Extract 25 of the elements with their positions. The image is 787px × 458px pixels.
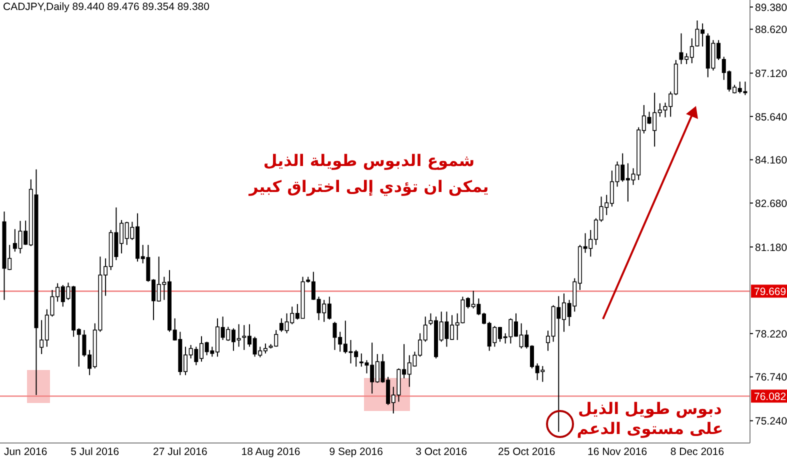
y-tick-label: 89.380 xyxy=(755,2,787,14)
x-tick-label: Jun 2016 xyxy=(4,446,48,458)
y-tick-label: 87.120 xyxy=(755,68,787,80)
x-tick-label: 3 Oct 2016 xyxy=(416,446,468,458)
x-tick-label: 18 Aug 2016 xyxy=(241,446,300,458)
x-tick-label: 5 Jul 2016 xyxy=(70,446,120,458)
x-tick-label: 25 Oct 2016 xyxy=(498,446,556,458)
y-tick-label: 82.680 xyxy=(755,198,787,210)
x-tick-label: 16 Nov 2016 xyxy=(587,446,648,458)
ref-line-label: 79.669 xyxy=(754,286,786,298)
y-tick-label: 76.740 xyxy=(755,372,787,384)
chart-title: CADJPY,Daily 89.440 89.476 89.354 89.380 xyxy=(3,1,210,13)
y-tick-label: 85.640 xyxy=(755,111,787,124)
x-tick-label: 27 Jul 2016 xyxy=(153,446,208,458)
x-tick-label: 9 Sep 2016 xyxy=(329,446,384,458)
annotation: شموع الدبوس طويلة الذيل xyxy=(263,151,475,170)
annotation: يمكن ان تؤدي إلى اختراق كبير xyxy=(248,177,489,196)
x-tick-label: 8 Dec 2016 xyxy=(670,446,724,458)
y-tick-label: 78.220 xyxy=(755,328,787,340)
y-tick-label: 88.620 xyxy=(755,24,787,36)
y-tick-label: 84.160 xyxy=(755,154,787,167)
y-tick-label: 81.180 xyxy=(755,242,787,254)
y-tick-label: 75.240 xyxy=(755,416,787,428)
annotation: على مستوى الدعم xyxy=(576,419,724,438)
ref-line-label: 76.082 xyxy=(754,391,786,404)
